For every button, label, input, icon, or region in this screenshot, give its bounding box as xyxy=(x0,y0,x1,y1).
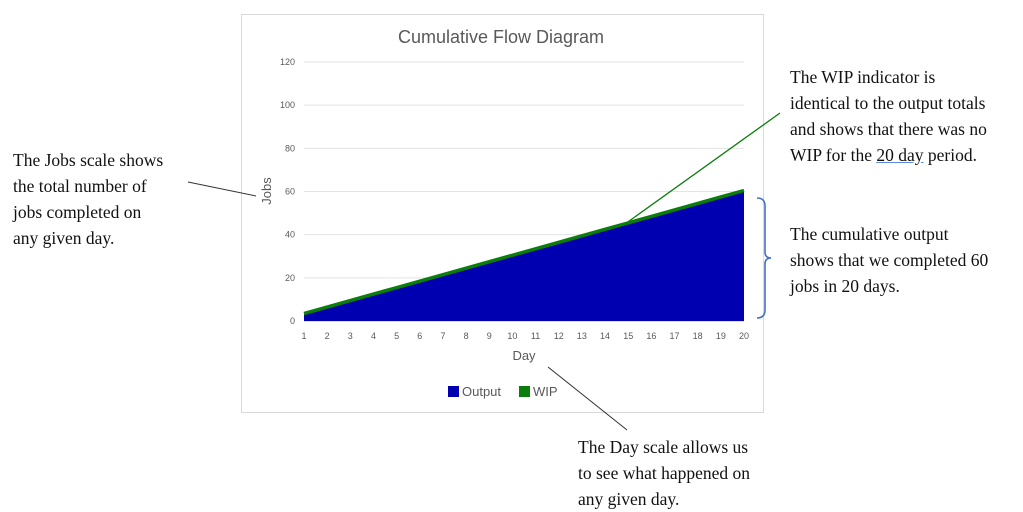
y-tick-label: 20 xyxy=(285,273,295,283)
legend-swatch-wip xyxy=(519,386,530,397)
output-annotation: The cumulative output shows that we comp… xyxy=(790,221,1023,299)
x-tick-label: 19 xyxy=(716,331,726,341)
y-axis-label: Jobs xyxy=(259,177,274,205)
y-tick-label: 120 xyxy=(280,57,295,67)
annotation-line: jobs in 20 days. xyxy=(790,276,900,296)
annotation-line: to see what happened on xyxy=(578,463,751,483)
chart-title: Cumulative Flow Diagram xyxy=(398,27,604,47)
annotation-line: shows that we completed 60 xyxy=(790,250,989,270)
x-tick-label: 8 xyxy=(464,331,469,341)
x-tick-label: 16 xyxy=(646,331,656,341)
wip-line xyxy=(303,188,745,316)
x-tick-label: 14 xyxy=(600,331,610,341)
annotation-line: the total number of xyxy=(13,176,147,196)
x-tick-label: 18 xyxy=(693,331,703,341)
x-tick-label: 12 xyxy=(554,331,564,341)
annotation-text: WIP for the xyxy=(790,145,877,165)
x-tick-label: 13 xyxy=(577,331,587,341)
x-axis-label: Day xyxy=(512,348,536,363)
x-tick-label: 2 xyxy=(325,331,330,341)
jobs-callout-line xyxy=(187,181,257,197)
annotation-text: period. xyxy=(923,145,977,165)
legend: Output WIP xyxy=(448,384,558,399)
x-tick-label: 20 xyxy=(739,331,749,341)
y-tick-label: 60 xyxy=(285,187,295,197)
legend-label-wip: WIP xyxy=(533,384,558,399)
legend-swatch-output xyxy=(448,386,459,397)
x-tick-label: 10 xyxy=(507,331,517,341)
x-tick-label: 15 xyxy=(623,331,633,341)
y-tick-label: 0 xyxy=(290,316,295,326)
x-tick-label: 7 xyxy=(440,331,445,341)
y-tick-label: 100 xyxy=(280,100,295,110)
x-tick-label: 4 xyxy=(371,331,376,341)
x-tick-label: 3 xyxy=(348,331,353,341)
annotation-line: any given day. xyxy=(13,228,115,248)
annotation-line: The cumulative output xyxy=(790,224,949,244)
annotation-line: WIP for the 20 day period. xyxy=(790,142,1023,168)
annotation-line: The Jobs scale shows xyxy=(13,150,164,170)
x-tick-label: 17 xyxy=(670,331,680,341)
jobs-scale-annotation: The Jobs scale shows the total number of… xyxy=(13,147,193,251)
annotation-line: The WIP indicator is xyxy=(790,67,936,87)
annotation-line: The Day scale allows us xyxy=(578,437,749,457)
annotation-line: and shows that there was no xyxy=(790,119,987,139)
legend-label-output: Output xyxy=(462,384,501,399)
y-tick-label: 40 xyxy=(285,230,295,240)
x-tick-label: 6 xyxy=(417,331,422,341)
underlined-text: 20 day xyxy=(876,145,924,165)
x-tick-label: 1 xyxy=(301,331,306,341)
output-area xyxy=(304,191,744,321)
y-tick-label: 80 xyxy=(285,143,295,153)
x-tick-label: 5 xyxy=(394,331,399,341)
annotation-line: jobs completed on xyxy=(13,202,142,222)
day-scale-annotation: The Day scale allows us to see what happ… xyxy=(578,434,818,512)
day-callout-line xyxy=(547,366,628,431)
x-tick-label: 11 xyxy=(531,331,540,341)
x-tick-label: 9 xyxy=(487,331,492,341)
wip-annotation: The WIP indicator is identical to the ou… xyxy=(790,64,1023,168)
output-bracket xyxy=(756,197,772,319)
annotation-line: any given day. xyxy=(578,489,680,509)
wip-callout-line xyxy=(624,112,781,225)
annotation-line: identical to the output totals xyxy=(790,93,986,113)
